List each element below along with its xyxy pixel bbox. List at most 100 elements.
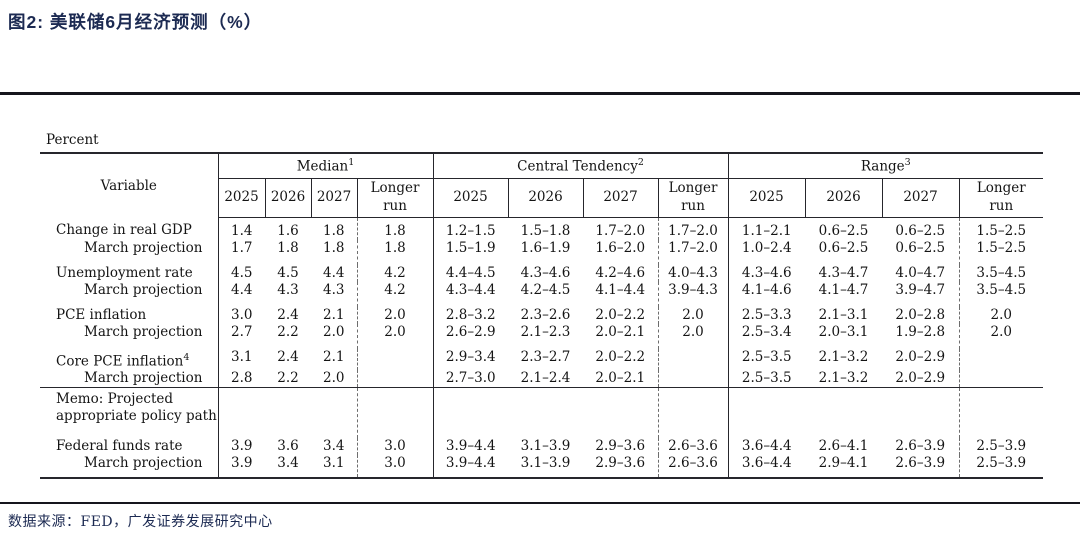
value-cell: 2.7	[231, 323, 253, 340]
value-cell: 1.8	[323, 222, 345, 239]
year-header: 2025	[218, 178, 266, 218]
table-header: Variable Median1 Central Tendency2 Range3 20…	[40, 153, 1044, 218]
value-cell: 4.1–4.7	[818, 281, 869, 298]
value-cell: 1.5–2.5	[958, 217, 1044, 240]
year-header: 2026	[265, 178, 312, 218]
value-cell: 1.2–1.5	[445, 222, 496, 239]
memo-label: Memo: Projected appropriate policy path	[40, 387, 219, 438]
value-cell: 2.0–2.9	[895, 348, 946, 365]
value-cell: 2.5–3.9	[958, 455, 1044, 478]
value-cell: 1.4	[231, 222, 253, 239]
value-cell: 2.0–2.2	[595, 306, 646, 323]
value-cell: 0.6–2.5	[818, 222, 869, 239]
value-cell: 1.8	[356, 239, 434, 265]
value-cell: 3.9	[231, 455, 253, 471]
table-body: Change in real GDP 1.4 1.6 1.8 1.8 1.2–1.5 1.5…	[40, 217, 1044, 478]
value-cell: 4.1–4.6	[741, 281, 792, 298]
value-cell: 1.1–2.1	[741, 222, 792, 239]
memo-empty-cell	[356, 387, 434, 438]
value-cell: 2.5–3.4	[741, 323, 792, 340]
value-cell: 3.0	[231, 306, 253, 323]
value-cell: 3.5–4.5	[958, 281, 1044, 307]
value-cell: 2.6–4.1	[818, 438, 869, 454]
value-cell: 2.5–3.3	[741, 306, 792, 323]
year-header: 2027	[583, 178, 659, 218]
value-cell: 3.5–4.5	[958, 264, 1044, 282]
value-cell: 4.2	[356, 281, 434, 307]
value-cell: 3.1	[231, 348, 253, 365]
value-cell: 2.0–2.2	[595, 348, 646, 365]
value-cell: 2.9–3.6	[595, 455, 646, 471]
value-cell: 4.0–4.3	[657, 264, 729, 282]
value-cell: 1.7–2.0	[657, 239, 729, 265]
memo-empty-cell	[958, 387, 1044, 438]
section-header-row: Variable Median1 Central Tendency2 Range3	[40, 153, 1044, 217]
row-label: March projection	[40, 370, 219, 388]
value-cell: 3.1–3.9	[520, 438, 571, 454]
value-cell: 3.9	[231, 438, 253, 454]
value-cell: 4.3–4.6	[520, 264, 571, 281]
bottom-divider-rule	[0, 502, 1080, 504]
memo-empty-cell	[508, 387, 583, 438]
row-label: Federal funds rate	[40, 438, 219, 455]
value-cell: 2.6–3.6	[657, 438, 729, 455]
year-header: 2025	[433, 178, 509, 218]
section-header-2: Central Tendency2	[433, 153, 729, 179]
value-cell: 2.0–3.1	[818, 323, 869, 340]
value-cell: 3.4	[323, 438, 345, 454]
value-cell: 1.5–1.8	[520, 222, 571, 239]
value-cell	[657, 370, 729, 388]
value-cell: 1.8	[356, 217, 434, 240]
value-cell: 2.6–3.6	[657, 455, 729, 478]
value-cell: 2.2	[277, 323, 299, 340]
year-header: 2026	[508, 178, 584, 218]
value-cell: 0.6–2.5	[818, 239, 869, 256]
table-row: March projection 3.9 3.4 3.1 3.0 3.9–4.4 3.1–3…	[40, 455, 1044, 478]
table-row: Unemployment rate 4.5 4.5 4.4 4.2 4.4–4.5 4.3–…	[40, 264, 1044, 282]
memo-empty-cell	[265, 387, 311, 438]
value-cell: 2.5–3.5	[741, 370, 792, 386]
value-cell: 2.5–3.5	[741, 348, 792, 365]
value-cell: 2.1–3.2	[818, 370, 869, 386]
value-cell: 3.4	[277, 455, 299, 471]
value-cell	[356, 370, 434, 388]
value-cell: 2.8	[231, 370, 253, 386]
value-cell: 2.3–2.6	[520, 306, 571, 323]
row-label: Change in real GDP	[40, 217, 219, 240]
value-cell: 2.3–2.7	[520, 348, 571, 365]
value-cell: 2.0–2.9	[895, 370, 946, 386]
table-row: March projection 4.4 4.3 4.3 4.2 4.3–4.4 4.2–4…	[40, 281, 1044, 307]
variable-column-header: Variable	[40, 153, 219, 217]
memo-empty-cell	[657, 387, 729, 438]
memo-empty-cell	[311, 387, 357, 438]
value-cell: 2.5–3.9	[958, 438, 1044, 455]
table-row: March projection 2.7 2.2 2.0 2.0 2.6–2.9 2.1–2…	[40, 323, 1044, 349]
value-cell: 4.3	[323, 281, 345, 298]
row-label: Core PCE inflation4	[40, 348, 219, 370]
value-cell: 1.7–2.0	[657, 217, 729, 240]
value-cell: 2.0	[323, 370, 345, 386]
value-cell: 2.4	[277, 348, 299, 365]
value-cell: 3.1	[323, 455, 345, 471]
value-cell: 4.2–4.6	[595, 264, 646, 281]
fed-projections-table: Variable Median1 Central Tendency2 Range3 20…	[40, 152, 1044, 479]
table-row: March projection 2.8 2.2 2.0 2.7–3.0 2.1–2.4 2…	[40, 370, 1044, 388]
value-cell: 4.5	[277, 264, 299, 281]
value-cell: 2.9–3.6	[595, 438, 646, 454]
value-cell: 3.9–4.4	[445, 438, 496, 454]
memo-row: Memo: Projected appropriate policy path	[40, 387, 1044, 438]
row-label: March projection	[40, 281, 219, 307]
value-cell	[356, 348, 434, 370]
value-cell: 3.9–4.7	[895, 281, 946, 298]
table-row: PCE inflation 3.0 2.4 2.1 2.0 2.8–3.2 2.3–2.6 2…	[40, 306, 1044, 324]
value-cell: 2.8–3.2	[445, 306, 496, 323]
value-cell: 2.0	[958, 323, 1044, 349]
value-cell: 3.0	[356, 438, 434, 455]
value-cell: 1.0–2.4	[741, 239, 792, 256]
value-cell: 2.0	[356, 306, 434, 324]
value-cell: 2.1–3.1	[818, 306, 869, 323]
value-cell: 0.6–2.5	[895, 239, 946, 256]
unit-label: Percent	[46, 132, 99, 148]
value-cell: 4.4	[231, 281, 253, 298]
